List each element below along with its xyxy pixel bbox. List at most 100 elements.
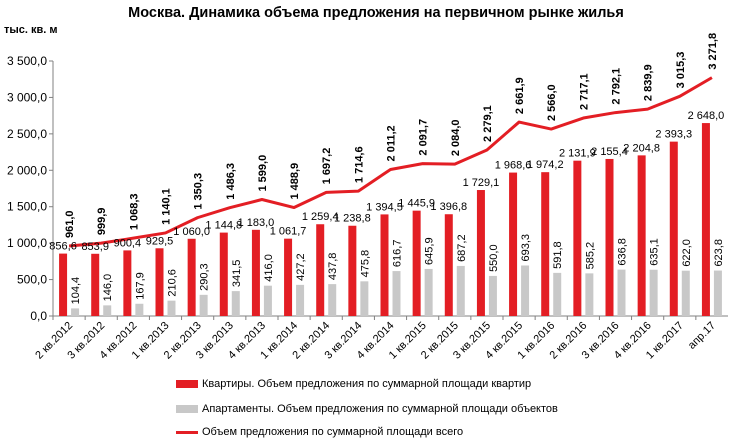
data-label-serviced-apartments: 146,0 [102, 274, 114, 302]
data-label-apartments: 929,5 [146, 235, 174, 247]
data-label-serviced-apartments: 475,8 [359, 250, 371, 278]
data-label-total: 1 068,3 [128, 193, 140, 230]
y-tick-label: 3 500,0 [7, 54, 47, 68]
bar-apartments [219, 232, 228, 316]
x-category-label: апр.17 [686, 320, 718, 352]
bar-serviced-apartments [585, 273, 594, 316]
data-label-total: 1 697,2 [321, 148, 333, 185]
data-label-total: 1 350,3 [193, 173, 205, 210]
data-label-apartments: 2 648,0 [688, 110, 725, 122]
data-label-apartments: 1 396,8 [430, 201, 467, 213]
data-label-total: 2 839,9 [643, 64, 655, 101]
bar-serviced-apartments [521, 265, 530, 316]
bar-serviced-apartments [488, 275, 497, 316]
bar-serviced-apartments [71, 308, 80, 316]
data-label-total: 2 279,1 [482, 105, 494, 142]
bar-apartments [541, 172, 550, 316]
bar-apartments [284, 238, 293, 316]
data-label-serviced-apartments: 416,0 [263, 254, 275, 282]
bar-serviced-apartments [713, 270, 722, 316]
data-label-total: 2 717,1 [578, 73, 590, 110]
bar-apartments [476, 190, 485, 316]
bar-serviced-apartments [360, 281, 369, 316]
bar-apartments [155, 248, 164, 316]
bar-serviced-apartments [553, 272, 562, 316]
data-label-apartments: 2 155,4 [591, 146, 628, 158]
y-tick-label: 2 000,0 [7, 163, 47, 177]
bar-apartments [316, 224, 325, 316]
data-label-apartments: 1 144,8 [205, 220, 242, 232]
legend-label-serviced-apartments: Апартаменты. Объем предложения по суммар… [202, 403, 558, 415]
data-label-total: 2 661,9 [514, 77, 526, 114]
y-tick-label: 1 500,0 [7, 200, 47, 214]
data-label-serviced-apartments: 437,8 [327, 253, 339, 281]
data-label-total: 961,0 [64, 210, 76, 238]
data-label-apartments: 900,4 [114, 237, 142, 249]
data-label-total: 2 792,1 [611, 68, 623, 105]
data-label-serviced-apartments: 427,2 [295, 253, 307, 281]
y-tick-label: 2 500,0 [7, 127, 47, 141]
bar-serviced-apartments [167, 300, 176, 316]
y-tick-label: 3 000,0 [7, 90, 47, 104]
bar-serviced-apartments [328, 284, 337, 316]
data-label-apartments: 856,6 [49, 241, 77, 253]
data-label-serviced-apartments: 616,7 [392, 240, 404, 268]
data-label-apartments: 1 445,9 [398, 198, 435, 210]
data-label-total: 999,9 [96, 208, 108, 236]
data-label-apartments: 1 259,4 [302, 211, 339, 223]
data-label-total: 2 566,0 [546, 84, 558, 121]
data-label-serviced-apartments: 210,6 [167, 269, 179, 297]
data-label-total: 1 486,3 [225, 163, 237, 200]
y-tick-label: 0,0 [30, 309, 47, 323]
legend-label-total: Объем предложения по суммарной площади в… [202, 426, 464, 438]
bar-serviced-apartments [617, 269, 626, 316]
line-total [68, 76, 713, 248]
data-label-total: 1 599,0 [257, 155, 269, 192]
data-label-apartments: 2 131,9 [559, 148, 596, 160]
data-label-total: 2 091,7 [418, 119, 430, 156]
bar-serviced-apartments [135, 303, 144, 316]
chart-title: Москва. Динамика объема предложения на п… [128, 5, 624, 21]
data-label-serviced-apartments: 623,8 [713, 239, 725, 267]
data-label-serviced-apartments: 635,1 [649, 238, 661, 266]
bar-apartments [123, 250, 132, 316]
data-label-total: 2 084,0 [450, 119, 462, 156]
data-label-apartments: 1 238,8 [334, 213, 371, 225]
bar-serviced-apartments [681, 270, 690, 316]
bar-apartments [701, 123, 710, 317]
bar-serviced-apartments [263, 285, 272, 316]
y-axis-unit-label: тыс. кв. м [4, 24, 58, 36]
data-label-apartments: 1 060,0 [173, 226, 210, 238]
data-label-total: 3 015,3 [675, 52, 687, 89]
y-tick-label: 500,0 [17, 273, 47, 287]
legend-item-serviced-apartments: Апартаменты. Объем предложения по суммар… [176, 403, 558, 415]
bar-apartments [444, 214, 453, 316]
data-label-serviced-apartments: 622,0 [681, 239, 693, 267]
bar-apartments [380, 214, 389, 316]
data-label-apartments: 1 394,5 [366, 201, 403, 213]
data-label-serviced-apartments: 693,3 [520, 234, 532, 262]
bar-apartments [573, 160, 582, 316]
data-label-serviced-apartments: 290,3 [199, 263, 211, 291]
data-label-apartments: 1 968,6 [495, 160, 532, 172]
bar-serviced-apartments [296, 284, 305, 316]
data-label-serviced-apartments: 591,8 [552, 241, 564, 269]
data-label-apartments: 2 393,3 [655, 129, 692, 141]
data-label-total: 1 488,9 [289, 163, 301, 200]
data-label-serviced-apartments: 687,2 [456, 234, 468, 262]
bar-apartments [605, 158, 614, 316]
data-label-total: 3 271,8 [707, 33, 719, 70]
legend-item-apartments: Квартиры. Объем предложения по суммарной… [176, 378, 531, 390]
bar-serviced-apartments [649, 269, 658, 316]
bar-apartments [669, 141, 678, 316]
bar-serviced-apartments [392, 271, 401, 316]
bar-apartments [59, 253, 68, 316]
data-label-serviced-apartments: 341,5 [231, 260, 243, 288]
data-label-total: 2 011,2 [386, 125, 398, 161]
bar-apartments [412, 210, 421, 316]
bar-apartments [91, 253, 100, 316]
data-label-apartments: 2 204,8 [623, 142, 660, 154]
bar-serviced-apartments [199, 294, 208, 316]
